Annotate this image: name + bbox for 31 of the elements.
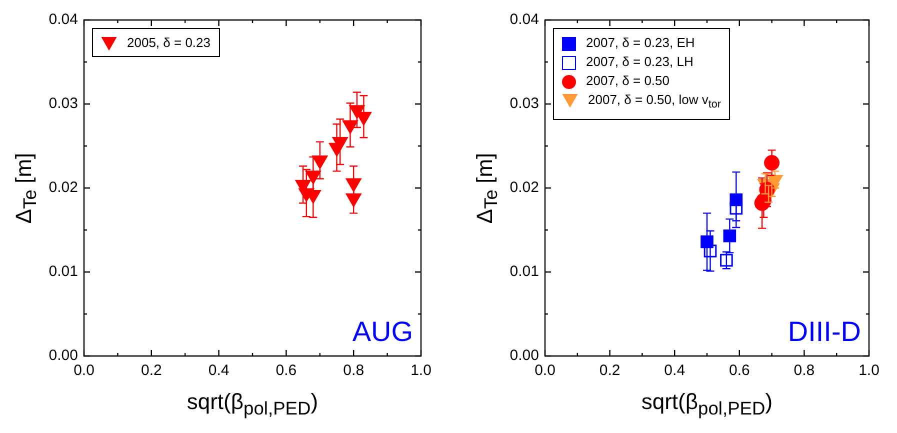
- y-tick-label: 0.02: [510, 179, 539, 196]
- y-tick-label: 0.04: [510, 11, 539, 28]
- x-tick-label: 1.0: [410, 362, 432, 380]
- legend-label: 2007, δ = 0.23, LH: [586, 54, 694, 69]
- x-tick-label: 0.2: [140, 362, 162, 380]
- annotation: DIII-D: [788, 316, 861, 348]
- x-tick-label: 0.6: [728, 362, 750, 380]
- x-tick-label: 0.2: [599, 362, 620, 380]
- y-tick-label: 0.01: [510, 263, 539, 280]
- x-axis-title: sqrt(β$_{pol,PED}$): [640, 389, 774, 420]
- x-tick-label: 1.0: [858, 362, 880, 380]
- x-tick-label: 0.4: [208, 362, 230, 380]
- y-tick-label: 0.00: [48, 347, 78, 364]
- y-tick-label: 0.03: [510, 95, 539, 112]
- x-tick-label: 0.0: [74, 362, 94, 380]
- x-tick-label: 0.6: [276, 362, 297, 380]
- legend-label: 2007, δ = 0.50, low v$_{tor}$: [588, 92, 721, 111]
- x-tick-label: 0.4: [664, 362, 686, 380]
- annotation: AUG: [352, 316, 413, 348]
- y-tick-label: 0.03: [48, 95, 78, 112]
- x-tick-label: 0.0: [534, 362, 556, 380]
- y-tick-label: 0.04: [48, 11, 78, 28]
- x-tick-label: 0.8: [794, 362, 815, 380]
- y-tick-label: 0.02: [48, 179, 78, 196]
- legend-label: 2007, δ = 0.50: [586, 73, 670, 88]
- y-tick-label: 0.00: [510, 347, 539, 364]
- x-axis-title: sqrt(β$_{pol,PED}$): [186, 389, 320, 420]
- legend-label: 2005, δ = 0.23: [127, 35, 210, 50]
- y-tick-label: 0.01: [48, 263, 78, 280]
- x-tick-label: 0.8: [343, 362, 364, 380]
- legend-label: 2007, δ = 0.23, EH: [586, 35, 695, 50]
